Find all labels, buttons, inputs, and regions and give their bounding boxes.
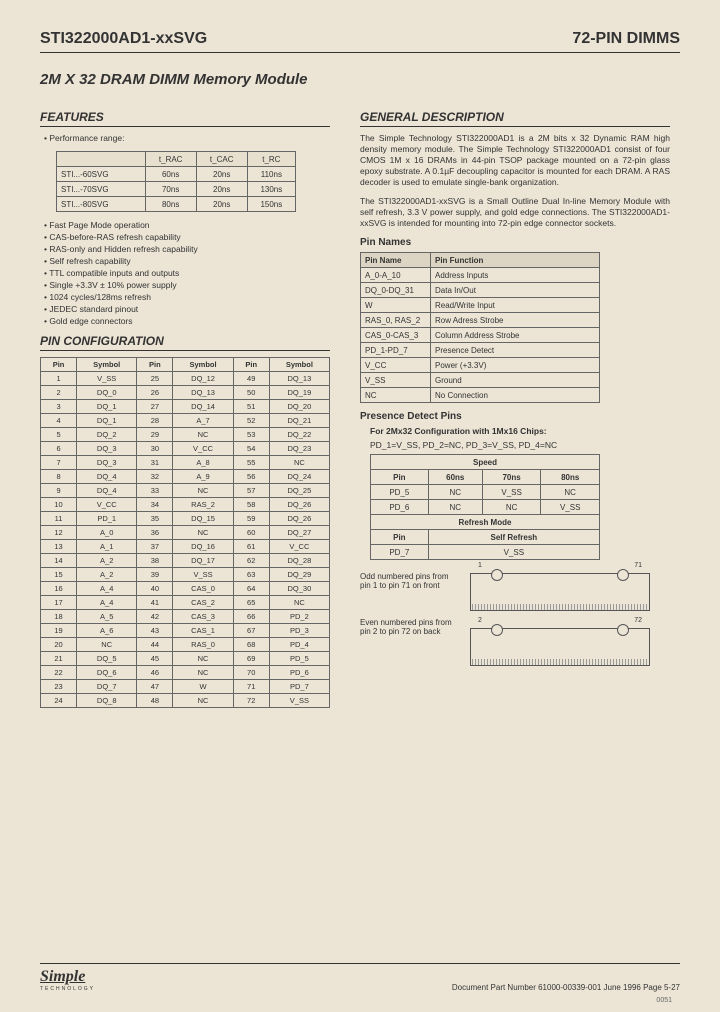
perf-bullet: Performance range: <box>44 133 330 143</box>
features-heading: FEATURES <box>40 110 330 127</box>
speed-table: Speed Pin60ns70ns80ns PD_5NCV_SSNCPD_6NC… <box>370 454 600 560</box>
corner-id: 0051 <box>656 997 672 1004</box>
presence-config: For 2Mx32 Configuration with 1Mx16 Chips… <box>370 426 670 436</box>
presence-heading: Presence Detect Pins <box>360 411 670 422</box>
general-heading: GENERAL DESCRIPTION <box>360 110 670 127</box>
feature-item: Gold edge connectors <box>44 316 330 326</box>
left-column: FEATURES Performance range: t_RACt_CACt_… <box>40 106 330 716</box>
doc-info: Document Part Number 61000-00339-001 Jun… <box>452 983 680 992</box>
feature-item: 1024 cycles/128ms refresh <box>44 292 330 302</box>
feature-item: RAS-only and Hidden refresh capability <box>44 244 330 254</box>
pin-config-heading: PIN CONFIGURATION <box>40 334 330 351</box>
desc-p2: The STI322000AD1-xxSVG is a Small Outlin… <box>360 196 670 229</box>
even-pins-text: Even numbered pins from pin 2 to pin 72 … <box>360 618 460 636</box>
pin-names-table: Pin NamePin Function A_0-A_10Address Inp… <box>360 252 600 403</box>
pin-config-table: PinSymbolPinSymbolPinSymbol 1V_SS25DQ_12… <box>40 357 330 708</box>
content-columns: FEATURES Performance range: t_RACt_CACt_… <box>40 106 680 716</box>
logo: Simple TECHNOLOGY <box>40 968 95 992</box>
performance-table: t_RACt_CACt_RC STI...-60SVG60ns20ns110ns… <box>56 151 296 212</box>
category: 72-PIN DIMMS <box>572 30 680 48</box>
feature-item: Single +3.3V ± 10% power supply <box>44 280 330 290</box>
feature-item: JEDEC standard pinout <box>44 304 330 314</box>
refresh-label: Refresh Mode <box>371 515 600 530</box>
page-footer: Simple TECHNOLOGY Document Part Number 6… <box>40 963 680 992</box>
dimm-diagram: Odd numbered pins from pin 1 to pin 71 o… <box>360 572 670 682</box>
feature-item: TTL compatible inputs and outputs <box>44 268 330 278</box>
chip-front-icon <box>470 573 650 611</box>
feature-list: Fast Page Mode operation CAS-before-RAS r… <box>44 220 330 326</box>
chip-back-icon <box>470 628 650 666</box>
feature-item: Self refresh capability <box>44 256 330 266</box>
feature-item: CAS-before-RAS refresh capability <box>44 232 330 242</box>
odd-pins-text: Odd numbered pins from pin 1 to pin 71 o… <box>360 572 460 590</box>
page-header: STI322000AD1-xxSVG 72-PIN DIMMS <box>40 30 680 53</box>
desc-p1: The Simple Technology STI322000AD1 is a … <box>360 133 670 188</box>
right-column: GENERAL DESCRIPTION The Simple Technolog… <box>360 106 670 716</box>
speed-label: Speed <box>371 455 600 470</box>
part-number: STI322000AD1-xxSVG <box>40 30 207 48</box>
pin-names-heading: Pin Names <box>360 237 670 248</box>
presence-config-sub: PD_1=V_SS, PD_2=NC, PD_3=V_SS, PD_4=NC <box>370 440 670 450</box>
subtitle: 2M X 32 DRAM DIMM Memory Module <box>40 71 680 88</box>
feature-item: Fast Page Mode operation <box>44 220 330 230</box>
